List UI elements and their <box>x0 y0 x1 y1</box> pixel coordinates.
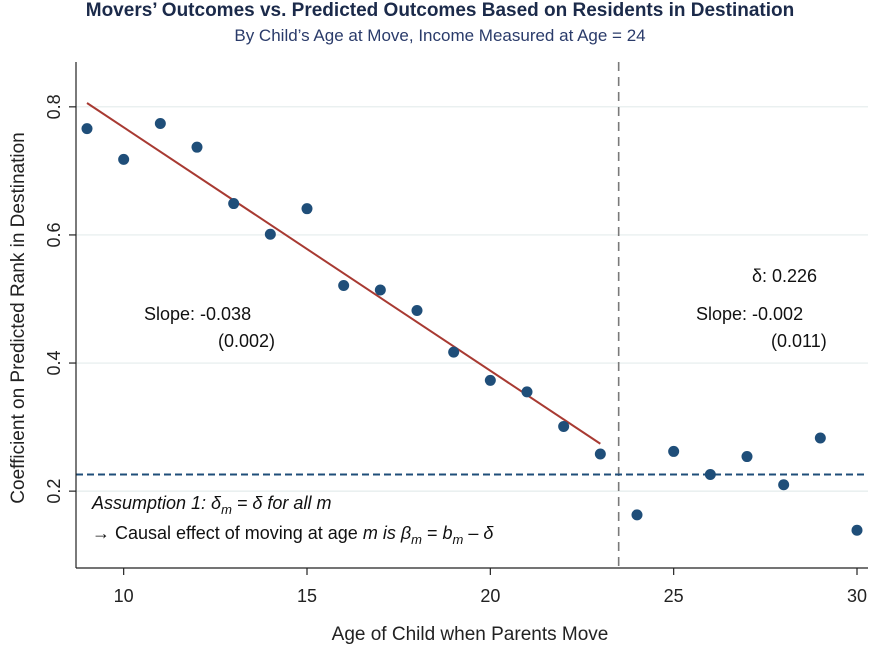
data-point <box>264 228 276 240</box>
assumption-line-1: Assumption 1: δm = δ for all m <box>91 493 331 517</box>
x-tick-label: 10 <box>114 586 134 606</box>
y-tick-label: 0.6 <box>44 222 64 247</box>
data-marks <box>81 102 863 536</box>
data-point <box>448 346 460 358</box>
chart-subtitle: By Child’s Age at Move, Income Measured … <box>234 26 645 45</box>
data-point <box>668 445 680 457</box>
y-tick-label: 0.4 <box>44 351 64 376</box>
axis-ticks: 0.2 0.4 0.6 0.8 10 15 20 25 30 <box>44 94 867 606</box>
x-tick-label: 20 <box>480 586 500 606</box>
delta-text: δ: 0.226 <box>752 266 817 286</box>
data-point <box>631 509 643 521</box>
data-point <box>814 432 826 444</box>
chart-title: Movers’ Outcomes vs. Predicted Outcomes … <box>86 0 794 21</box>
left-se-text: (0.002) <box>218 331 275 351</box>
right-slope-text: Slope: -0.002 <box>696 304 803 324</box>
data-point <box>118 153 130 165</box>
data-point <box>484 374 496 386</box>
data-point <box>228 198 240 210</box>
data-point <box>851 524 863 536</box>
y-tick-label: 0.2 <box>44 479 64 504</box>
x-tick-label: 15 <box>297 586 317 606</box>
fit-line <box>86 102 601 445</box>
x-tick-label: 30 <box>847 586 867 606</box>
data-point <box>411 305 423 317</box>
data-point <box>558 420 570 432</box>
y-axis-label: Coefficient on Predicted Rank in Destina… <box>8 132 29 503</box>
y-tick-label: 0.8 <box>44 94 64 119</box>
data-point <box>521 386 533 398</box>
right-se-text: (0.011) <box>771 331 827 351</box>
data-point <box>594 448 606 460</box>
data-point <box>374 284 386 296</box>
assumption-line-2: → Causal effect of moving at age m is βm… <box>92 523 494 547</box>
data-point <box>301 203 313 215</box>
gridlines <box>76 106 868 492</box>
data-point <box>81 123 93 135</box>
data-point <box>704 468 716 480</box>
left-slope-text: Slope: -0.038 <box>144 304 251 324</box>
data-point <box>741 451 753 463</box>
data-point <box>338 280 350 292</box>
x-axis-label: Age of Child when Parents Move <box>332 624 609 645</box>
data-point <box>154 117 166 129</box>
reference-lines <box>76 62 868 568</box>
x-tick-label: 25 <box>664 586 684 606</box>
data-point <box>191 141 203 153</box>
data-point <box>778 479 790 491</box>
